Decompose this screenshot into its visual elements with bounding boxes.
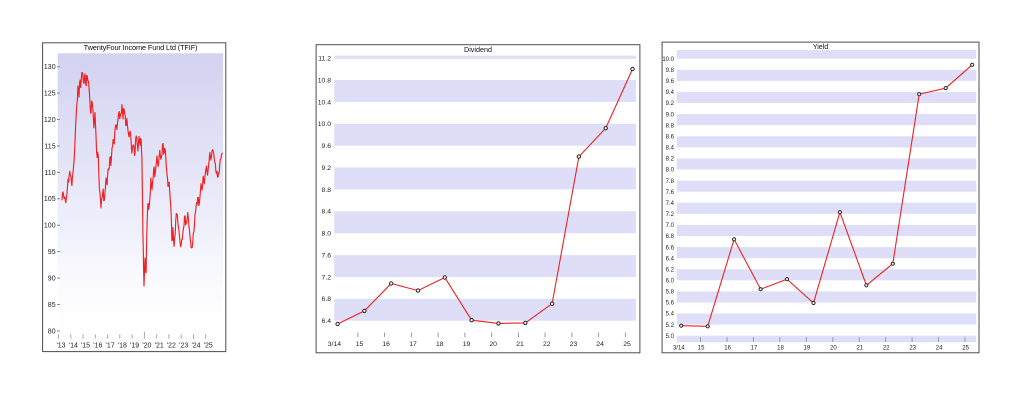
svg-text:100: 100 [44, 223, 56, 230]
svg-text:10.0: 10.0 [662, 57, 674, 63]
svg-text:'17: '17 [106, 342, 115, 349]
svg-text:115: 115 [44, 143, 55, 150]
svg-text:8.4: 8.4 [322, 209, 332, 216]
svg-text:7.2: 7.2 [322, 274, 332, 281]
svg-text:'21: '21 [155, 342, 164, 349]
svg-text:8.8: 8.8 [322, 187, 332, 194]
svg-text:23: 23 [909, 346, 916, 352]
svg-text:22: 22 [543, 341, 551, 348]
svg-text:8.4: 8.4 [666, 146, 675, 152]
svg-text:'20: '20 [142, 342, 151, 349]
svg-text:95: 95 [48, 249, 56, 256]
svg-text:16: 16 [724, 346, 731, 352]
svg-text:9.4: 9.4 [666, 90, 675, 96]
svg-text:8.8: 8.8 [666, 123, 675, 129]
svg-text:5.2: 5.2 [666, 323, 675, 329]
svg-text:7.6: 7.6 [322, 253, 332, 260]
svg-text:6.6: 6.6 [666, 245, 675, 251]
svg-text:'14: '14 [69, 342, 78, 349]
svg-text:18: 18 [777, 346, 784, 352]
svg-text:18: 18 [436, 341, 444, 348]
svg-text:'18: '18 [118, 342, 127, 349]
svg-text:5.8: 5.8 [666, 290, 675, 296]
svg-text:6.8: 6.8 [666, 234, 675, 240]
svg-text:5.4: 5.4 [666, 312, 675, 318]
svg-text:16: 16 [382, 341, 390, 348]
svg-text:9.2: 9.2 [322, 165, 332, 172]
svg-text:10.8: 10.8 [318, 77, 331, 84]
svg-text:6.8: 6.8 [322, 296, 332, 303]
svg-text:125: 125 [44, 91, 56, 98]
svg-text:5.6: 5.6 [666, 301, 675, 307]
svg-text:7.4: 7.4 [666, 201, 675, 207]
svg-text:20: 20 [489, 341, 497, 348]
svg-text:'19: '19 [130, 342, 139, 349]
svg-text:Dividend: Dividend [464, 45, 492, 54]
svg-text:8.0: 8.0 [322, 231, 332, 238]
svg-text:'22: '22 [167, 342, 176, 349]
svg-text:24: 24 [596, 341, 604, 348]
svg-text:8.0: 8.0 [666, 168, 675, 174]
svg-text:'25: '25 [204, 342, 213, 349]
svg-text:6.4: 6.4 [666, 256, 675, 262]
svg-text:130: 130 [44, 64, 56, 71]
svg-text:6.0: 6.0 [666, 279, 675, 285]
svg-text:10.4: 10.4 [318, 99, 331, 106]
svg-text:3/14: 3/14 [328, 341, 341, 348]
svg-text:7.6: 7.6 [666, 190, 675, 196]
svg-text:120: 120 [44, 117, 56, 124]
svg-text:17: 17 [751, 346, 758, 352]
svg-text:20: 20 [830, 346, 837, 352]
svg-text:9.6: 9.6 [322, 143, 332, 150]
svg-text:9.2: 9.2 [666, 101, 675, 107]
svg-text:105: 105 [44, 196, 56, 203]
svg-text:21: 21 [856, 346, 863, 352]
svg-text:10.0: 10.0 [318, 121, 331, 128]
svg-text:25: 25 [623, 341, 631, 348]
svg-text:25: 25 [962, 346, 969, 352]
svg-text:7.0: 7.0 [666, 223, 675, 229]
svg-text:19: 19 [463, 341, 471, 348]
svg-text:15: 15 [356, 341, 364, 348]
svg-text:9.0: 9.0 [666, 112, 675, 118]
svg-text:'23: '23 [179, 342, 188, 349]
svg-text:3/14: 3/14 [673, 346, 685, 352]
svg-text:'13: '13 [56, 342, 65, 349]
svg-text:TwentyFour Income Fund Ltd (TF: TwentyFour Income Fund Ltd (TFIF) [84, 43, 198, 52]
svg-text:6.4: 6.4 [322, 318, 332, 325]
svg-text:7.2: 7.2 [666, 212, 675, 218]
svg-text:24: 24 [936, 346, 943, 352]
svg-text:7.8: 7.8 [666, 179, 675, 185]
svg-text:22: 22 [883, 346, 890, 352]
svg-text:'24: '24 [191, 342, 200, 349]
svg-text:Yield: Yield [813, 44, 828, 51]
svg-text:80: 80 [48, 328, 56, 335]
svg-text:5.0: 5.0 [666, 334, 675, 340]
svg-text:8.2: 8.2 [666, 157, 675, 163]
svg-text:90: 90 [48, 276, 56, 283]
svg-text:110: 110 [44, 170, 55, 177]
svg-text:19: 19 [804, 346, 811, 352]
svg-text:21: 21 [516, 341, 524, 348]
svg-text:11.2: 11.2 [318, 56, 331, 63]
svg-text:9.6: 9.6 [666, 79, 675, 85]
svg-text:8.6: 8.6 [666, 135, 675, 141]
svg-text:15: 15 [698, 346, 705, 352]
svg-text:'15: '15 [81, 342, 90, 349]
svg-text:17: 17 [409, 341, 417, 348]
svg-text:23: 23 [570, 341, 578, 348]
svg-text:9.8: 9.8 [666, 68, 675, 74]
svg-text:'16: '16 [93, 342, 102, 349]
svg-text:6.2: 6.2 [666, 267, 675, 273]
svg-text:85: 85 [48, 302, 56, 309]
